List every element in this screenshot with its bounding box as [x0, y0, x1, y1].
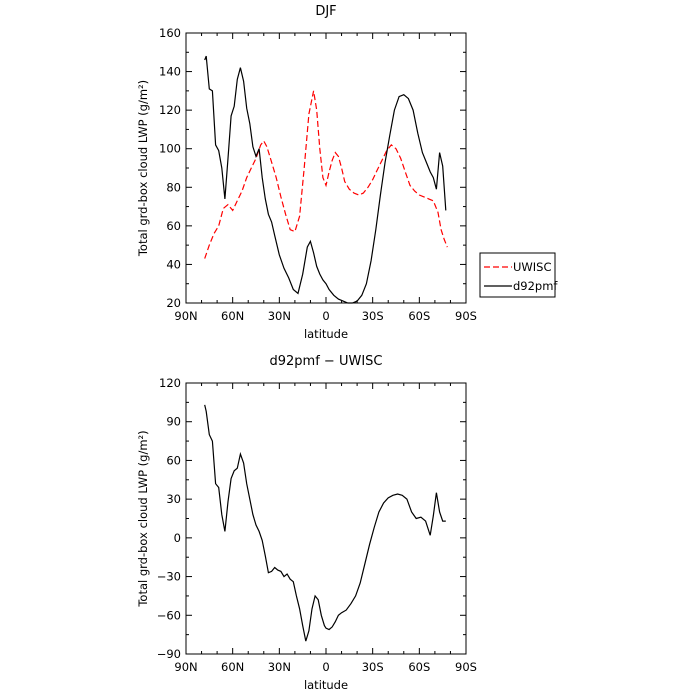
bottom-x-tick-label: 60N: [221, 660, 244, 674]
bottom-x-tick-label: 90S: [455, 660, 477, 674]
top-x-tick-label: 60S: [408, 309, 430, 323]
top-y-tick-label: 160: [159, 26, 181, 40]
top-x-axis-label: latitude: [304, 327, 348, 341]
top-x-tick-label: 60N: [221, 309, 244, 323]
legend-label-d92pmf: d92pmf: [513, 279, 558, 293]
bottom-plot-frame: [185, 382, 467, 655]
bottom-y-tick-label: −90: [157, 647, 181, 661]
bottom-x-tick-label: 60S: [408, 660, 430, 674]
top-y-tick-label: 40: [166, 257, 181, 271]
bottom-x-axis-label: latitude: [304, 678, 348, 692]
top-y-tick-label: 60: [166, 219, 181, 233]
bottom-y-tick-label: −60: [157, 608, 181, 622]
top-y-tick-label: 100: [159, 142, 181, 156]
top-x-tick-label: 30S: [362, 309, 384, 323]
top-series-line-uwisc: [204, 90, 448, 259]
bottom-x-tick-label: 90N: [174, 660, 197, 674]
bottom-y-tick-label: 60: [166, 453, 181, 467]
bottom-y-tick-label: 90: [166, 415, 181, 429]
top-y-tick-label: 20: [166, 296, 181, 310]
top-series-line-d92pmf: [204, 55, 447, 304]
bottom-y-axis-label: Total grd-box cloud LWP (g/m²): [136, 430, 150, 607]
top-plot-frame: [185, 32, 467, 304]
bottom-x-tick-label: 30N: [268, 660, 291, 674]
top-y-tick-label: 120: [159, 103, 181, 117]
legend-label-uwisc: UWISC: [513, 260, 552, 274]
top-panel: DJF latitude Total grd-box cloud LWP (g/…: [136, 4, 477, 341]
bottom-panel: d92pmf − UWISC latitude Total grd-box cl…: [136, 354, 477, 692]
bottom-y-tick-label: 120: [159, 376, 181, 390]
top-x-tick-label: 90S: [455, 309, 477, 323]
top-y-tick-label: 80: [166, 180, 181, 194]
bottom-x-tick-label: 0: [322, 660, 329, 674]
bottom-y-tick-label: 0: [174, 531, 181, 545]
top-x-tick-label: 30N: [268, 309, 291, 323]
legend-box: [479, 252, 556, 298]
bottom-series-line-0: [204, 404, 446, 642]
bottom-y-tick-label: 30: [166, 492, 181, 506]
bottom-y-tick-label: −30: [157, 570, 181, 584]
legend: UWISC d92pmf: [479, 252, 558, 298]
bottom-x-tick-label: 30S: [362, 660, 384, 674]
bottom-chart-title: d92pmf − UWISC: [270, 354, 383, 369]
top-chart-title: DJF: [315, 4, 336, 19]
top-x-tick-label: 90N: [174, 309, 197, 323]
top-x-tick-label: 0: [322, 309, 329, 323]
top-y-axis-label: Total grd-box cloud LWP (g/m²): [136, 80, 150, 257]
top-y-tick-label: 140: [159, 65, 181, 79]
